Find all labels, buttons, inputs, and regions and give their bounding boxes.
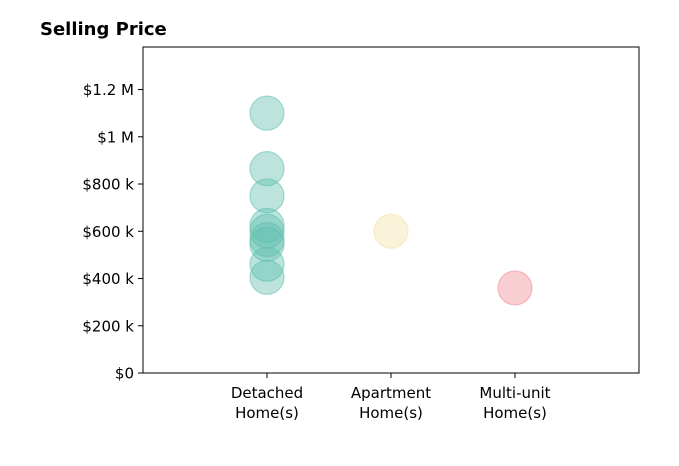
data-point [249,246,285,282]
data-point [249,95,285,131]
x-tick-label: Home(s) [483,404,547,422]
data-point [249,226,285,262]
data-point [249,213,285,249]
plot-area [142,46,640,374]
data-point [249,151,285,187]
y-tick-label: $1 M [97,128,134,146]
data-point [373,213,409,249]
y-tick-label: $800 k [82,176,134,194]
x-tick-label: Home(s) [359,404,423,422]
y-tick-label: $200 k [82,317,134,335]
data-point [497,270,533,306]
x-tick-label: Home(s) [235,404,299,422]
x-tick-label: Apartment [351,384,431,402]
data-point [249,178,285,214]
y-tick-label: $1.2 M [83,81,134,99]
chart-title: Selling Price [40,19,167,40]
y-tick-label: $0 [115,365,134,383]
data-point [249,259,285,295]
y-axis: $0 $200 k $400 k $600 k $800 k $1 M $1.2 M [82,81,143,383]
y-tick-label: $600 k [82,223,134,241]
x-axis: Detached Home(s) Apartment Home(s) Multi-uni… [231,373,551,422]
y-tick-label: $400 k [82,270,134,288]
data-point [249,221,285,258]
data-points [249,95,533,306]
x-tick-label: Multi-unit [479,384,550,402]
x-tick-label: Detached [231,384,303,402]
